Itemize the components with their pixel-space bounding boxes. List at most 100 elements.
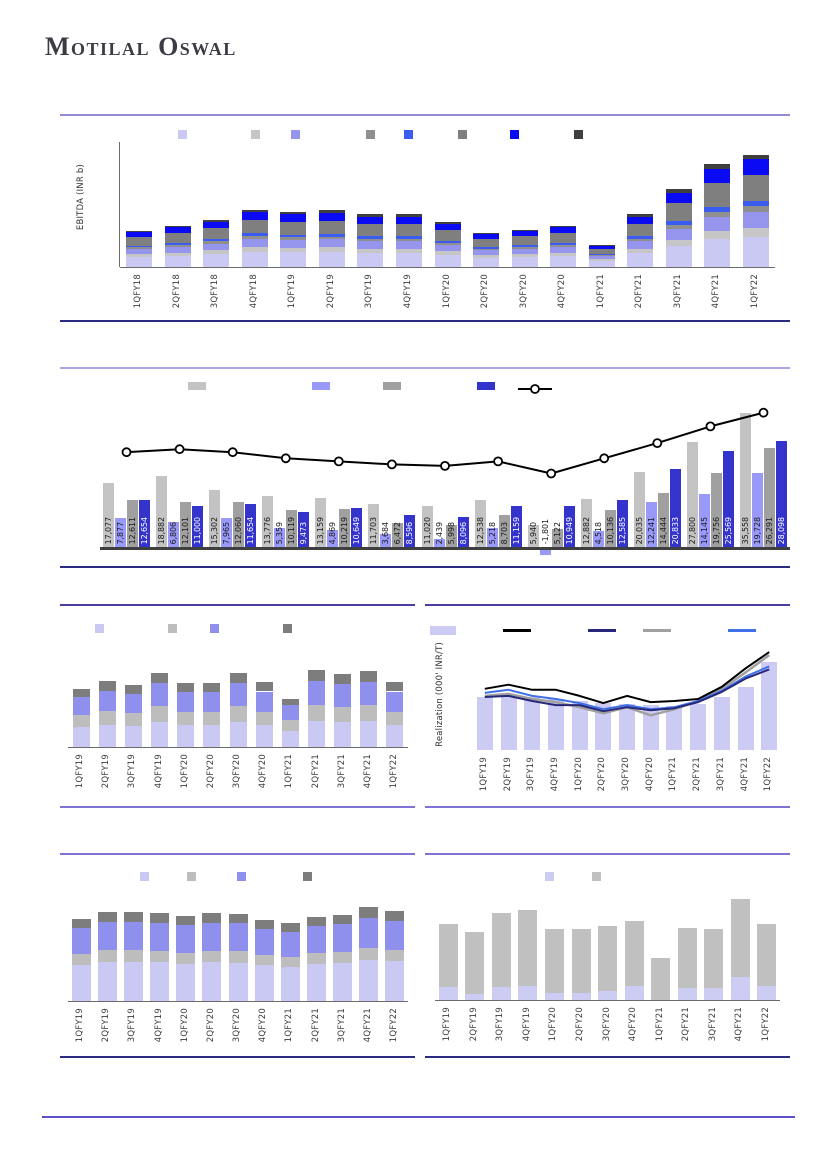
legend-swatch: [251, 130, 260, 139]
bar-segment: [177, 725, 195, 747]
bar-segment: [386, 711, 404, 726]
bar-segment: [318, 236, 345, 240]
bar-segment: [203, 683, 221, 693]
bar-segment: [742, 211, 769, 228]
x-axis-label: 4QFY20: [628, 1007, 638, 1042]
bar-segment: [334, 722, 352, 747]
bar-segment: [571, 929, 591, 993]
x-axis-label: 1QFY22: [388, 754, 399, 789]
bar-segment: [72, 715, 90, 728]
bar-segment: [627, 223, 654, 236]
bar-segment: [627, 248, 654, 253]
bar-segment: [665, 246, 692, 267]
bar: [642, 705, 659, 750]
bar-segment: [72, 697, 90, 716]
legend-line-swatch: [588, 629, 616, 632]
chart-stacked-bottom-right-panel: 1QFY19 2QFY19 3QFY19 4QFY19 1QFY20 2QFY20 3QFY…: [425, 856, 790, 1056]
bar-segment: [203, 692, 221, 712]
x-axis-label: 1QFY20: [548, 1007, 559, 1042]
bar-segment: [386, 725, 404, 747]
bar-segment: [544, 929, 564, 993]
bar-segment: [704, 231, 731, 240]
bar-segment: [396, 214, 422, 217]
bar-segment: [385, 949, 405, 962]
bar-segment: [438, 923, 458, 988]
bar-segment: [665, 229, 692, 240]
bar-segment: [360, 721, 378, 747]
chart-stacked-bottom-left-panel: 1QFY19 2QFY19 3QFY19 4QFY19 1QFY20 2QFY20 3QFY…: [60, 856, 415, 1056]
bar-segment: [465, 932, 485, 994]
bar-segment: [473, 233, 499, 235]
line-legend-marker: [518, 380, 552, 394]
bar: [737, 686, 754, 750]
bar: [392, 523, 404, 548]
x-axis-label: 2QFY20: [205, 754, 216, 789]
bar-segment: [434, 254, 461, 267]
x-axis-label: 1QFY20: [179, 754, 190, 789]
bar: [775, 441, 787, 548]
x-axis-label: 4QFY20: [557, 274, 568, 309]
legend-swatch: [188, 382, 206, 390]
x-axis-line: [120, 267, 775, 268]
bar-segment: [360, 671, 378, 682]
bar-segment: [203, 228, 230, 239]
bar-segment: [677, 927, 697, 989]
bar-segment: [704, 211, 731, 217]
bar-segment: [665, 189, 692, 193]
x-axis-label: 3QFY19: [364, 274, 375, 309]
x-axis-label: 4QFY19: [549, 757, 560, 792]
bar: [139, 499, 150, 548]
bar-segment: [280, 214, 307, 222]
bar-segment: [360, 705, 378, 722]
bar-segment: [280, 221, 307, 235]
bar-segment: [334, 706, 352, 723]
legend-swatch: [383, 382, 401, 390]
legend-swatch: [592, 872, 601, 881]
x-axis-labels: 1QFY19 2QFY19 3QFY19 4QFY19 1QFY20 2QFY20 3QFY…: [473, 753, 781, 805]
bar: [156, 476, 168, 548]
bar-segment: [228, 913, 248, 924]
x-axis-line: [100, 547, 790, 550]
x-axis-label: 1QFY19: [442, 1007, 453, 1042]
bar-segment: [704, 164, 731, 169]
bar-segment: [254, 920, 274, 930]
bar: [127, 500, 138, 548]
y-axis-line: [119, 142, 120, 267]
bar-segment: [126, 232, 153, 238]
bar-segment: [704, 206, 731, 212]
bar: [751, 473, 763, 548]
bar: [713, 697, 730, 750]
bar-segment: [241, 209, 268, 212]
x-axis-labels: 1QFY19 2QFY19 3QFY19 4QFY19 1QFY20 2QFY20 3QFY…: [435, 1003, 780, 1055]
bar-segment: [588, 245, 615, 249]
bar-segment: [307, 953, 326, 964]
bar-segment: [386, 682, 404, 692]
bar-segment: [97, 911, 117, 922]
bar-segment: [164, 225, 191, 228]
x-axis-label: 3QFY19: [127, 1008, 138, 1043]
bar-segment: [550, 227, 577, 234]
x-axis-label: 2QFY18: [171, 274, 182, 309]
bar-segment: [704, 216, 731, 232]
bar-segment: [71, 954, 91, 965]
legend-swatch: [574, 130, 583, 139]
bar-segment: [357, 216, 384, 224]
bar-segment: [665, 192, 692, 204]
bar: [645, 501, 657, 548]
x-axis-label: 4QFY21: [362, 754, 373, 789]
x-axis-label: 2QFY20: [205, 1008, 216, 1043]
bar: [339, 509, 351, 548]
bar-segment: [150, 922, 169, 951]
bar-segment: [280, 252, 307, 267]
divider: [60, 604, 415, 606]
bar-segment: [434, 240, 461, 243]
legend-swatch: [458, 130, 467, 139]
bar: [666, 706, 683, 750]
bar-segment: [588, 256, 615, 260]
x-axis-label: 2QFY21: [310, 1008, 321, 1043]
bar-segment: [164, 252, 191, 256]
bar-segment: [704, 182, 731, 207]
bar-segment: [396, 216, 422, 224]
bar-segment: [742, 236, 769, 267]
bar-segment: [228, 962, 248, 1001]
